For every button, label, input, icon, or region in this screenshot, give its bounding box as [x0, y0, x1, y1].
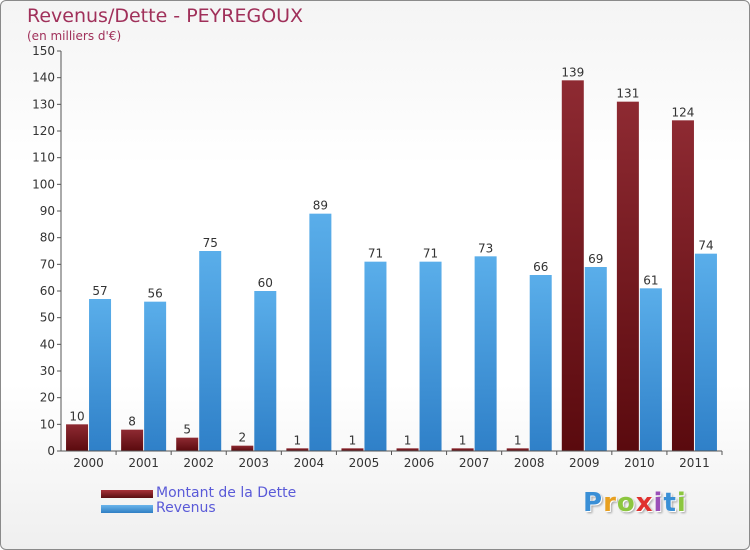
bar-label-dette: 139 [561, 65, 584, 79]
bar-label-dette: 2 [238, 431, 246, 445]
x-tick-label: 2001 [128, 456, 159, 470]
bar-dette [451, 448, 474, 451]
bar-label-revenus: 57 [92, 284, 107, 298]
bar-dette [671, 120, 694, 451]
x-tick-label: 2011 [679, 456, 710, 470]
logo-letter: o [616, 488, 636, 518]
y-tick-label: 60 [40, 284, 55, 298]
y-tick-label: 50 [40, 311, 55, 325]
logo-letter: i [676, 488, 687, 518]
chart-title: Revenus/Dette - PEYREGOUX [27, 5, 304, 27]
chart-subtitle: (en milliers d'€) [27, 29, 122, 43]
bar-dette [121, 429, 144, 451]
bar-label-revenus: 71 [368, 247, 383, 261]
bar-dette [231, 445, 254, 451]
y-tick-label: 100 [32, 177, 55, 191]
y-tick-label: 0 [47, 444, 55, 458]
y-tick-label: 140 [32, 71, 55, 85]
x-tick-label: 2003 [239, 456, 270, 470]
x-tick-label: 2006 [404, 456, 435, 470]
bar-revenus [529, 275, 552, 451]
bar-dette [396, 448, 419, 451]
x-tick-label: 2008 [514, 456, 545, 470]
bar-revenus [89, 299, 112, 451]
legend-swatch-revenus [101, 505, 153, 513]
x-tick-label: 2010 [624, 456, 655, 470]
logo-letter: P [583, 488, 604, 518]
bar-dette [561, 80, 584, 451]
logo-letter: i [653, 488, 664, 518]
bar-dette [341, 448, 364, 451]
bar-revenus [419, 261, 442, 451]
x-tick-label: 2007 [459, 456, 490, 470]
y-tick-label: 120 [32, 124, 55, 138]
logo-letter: t [663, 488, 677, 518]
bar-label-dette: 1 [294, 433, 302, 447]
bar-label-dette: 1 [349, 433, 357, 447]
x-tick-label: 2005 [349, 456, 380, 470]
y-tick-label: 70 [40, 257, 55, 271]
bar-dette [286, 448, 309, 451]
bar-label-dette: 1 [514, 433, 522, 447]
bar-revenus [364, 261, 387, 451]
bar-label-revenus: 74 [698, 239, 713, 253]
x-tick-label: 2000 [73, 456, 104, 470]
bar-revenus [639, 288, 662, 451]
bar-label-revenus: 69 [588, 252, 603, 266]
y-tick-label: 150 [32, 44, 55, 58]
y-tick-label: 40 [40, 337, 55, 351]
bar-label-dette: 1 [459, 433, 467, 447]
bar-revenus [254, 291, 277, 451]
bar-dette [616, 101, 639, 452]
bar-label-revenus: 75 [203, 236, 218, 250]
bar-dette [66, 424, 89, 451]
bar-revenus [199, 251, 222, 451]
y-tick-label: 20 [40, 391, 55, 405]
bar-label-dette: 5 [183, 423, 191, 437]
bar-revenus [144, 301, 167, 451]
bar-label-revenus: 60 [258, 276, 273, 290]
bar-label-dette: 10 [69, 409, 84, 423]
x-axis: 2000 2001 2002 2003 2004 2005 2006 2007 2008 2009… [61, 450, 723, 470]
y-axis: 0 10 20 30 40 50 60 70 80 90 100 110 120 130 140 150 [32, 44, 62, 458]
bars [66, 80, 717, 452]
bar-label-revenus: 66 [533, 260, 548, 274]
bar-revenus [474, 256, 497, 451]
bar-label-revenus: 89 [313, 199, 328, 213]
x-tick-label: 2009 [569, 456, 600, 470]
y-tick-label: 90 [40, 204, 55, 218]
bar-value-labels: 10 57 8 56 5 75 2 60 1 89 1 71 1 71 1 73 1 66 139 69 131 61 12… [69, 65, 713, 447]
y-tick-label: 110 [32, 151, 55, 165]
legend-label-revenus: Revenus [156, 500, 216, 516]
logo-letter: r [603, 488, 617, 518]
x-tick-label: 2004 [294, 456, 325, 470]
legend-swatch-dette [101, 490, 153, 498]
y-tick-label: 130 [32, 97, 55, 111]
bar-dette [506, 448, 529, 451]
bar-label-revenus: 56 [147, 287, 162, 301]
proxiti-logo: Proxiti [583, 488, 687, 518]
bar-label-dette: 131 [616, 87, 639, 101]
logo-letter: x [635, 488, 654, 518]
bar-label-revenus: 71 [423, 247, 438, 261]
x-tick-label: 2002 [183, 456, 214, 470]
bar-revenus [309, 213, 332, 451]
y-tick-label: 10 [40, 417, 55, 431]
bar-label-revenus: 73 [478, 241, 493, 255]
bar-label-revenus: 61 [643, 273, 658, 287]
legend-label-dette: Montant de la Dette [156, 485, 297, 501]
bar-revenus [694, 253, 717, 451]
bar-label-dette: 1 [404, 433, 412, 447]
bar-revenus [584, 267, 607, 451]
bar-label-dette: 8 [128, 415, 136, 429]
y-tick-label: 30 [40, 364, 55, 378]
bar-label-dette: 124 [672, 105, 695, 119]
bar-dette [176, 437, 199, 451]
y-tick-label: 80 [40, 231, 55, 245]
